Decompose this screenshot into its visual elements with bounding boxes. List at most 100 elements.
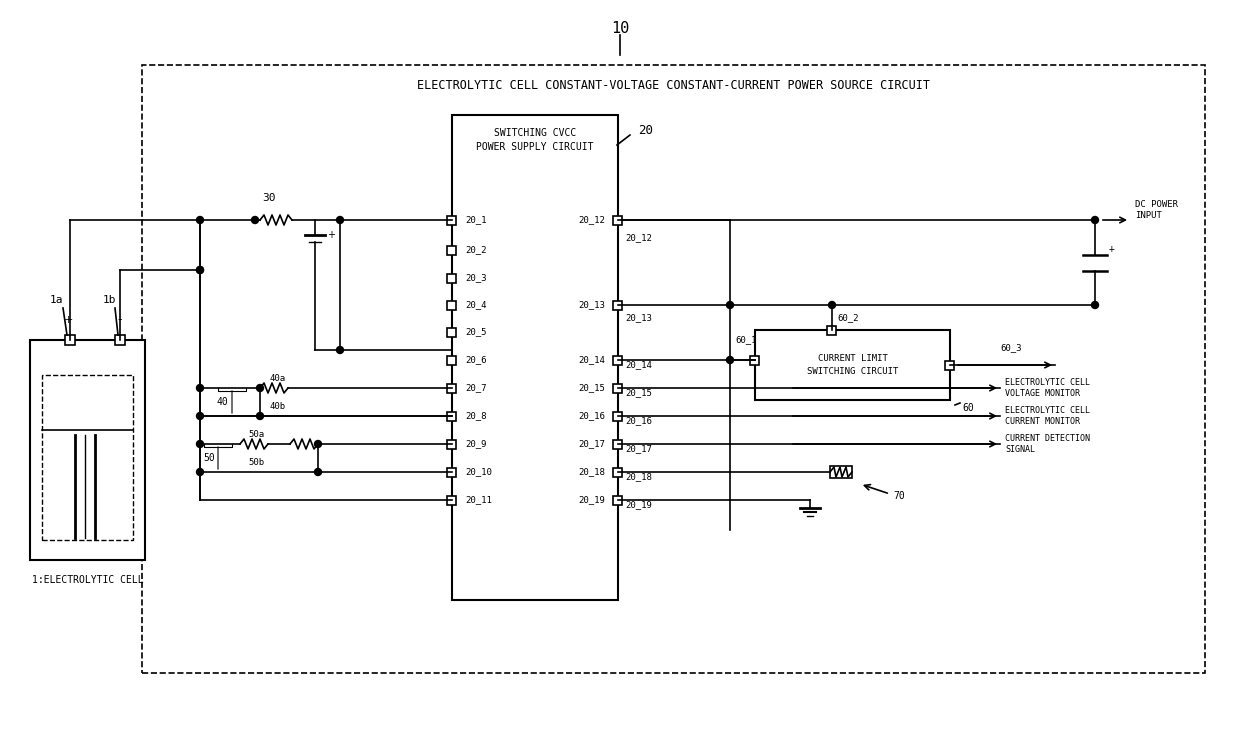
Text: DC POWER
INPUT: DC POWER INPUT (1135, 199, 1178, 221)
Circle shape (196, 266, 203, 274)
Text: 1b: 1b (103, 295, 117, 305)
Text: 20_11: 20_11 (465, 495, 492, 505)
Text: 1a: 1a (50, 295, 63, 305)
Text: 20_12: 20_12 (625, 233, 652, 243)
Text: ELECTROLYTIC CELL CONSTANT-VOLTAGE CONSTANT-CURRENT POWER SOURCE CIRCUIT: ELECTROLYTIC CELL CONSTANT-VOLTAGE CONST… (417, 78, 930, 92)
Circle shape (196, 469, 203, 475)
Circle shape (1091, 302, 1099, 308)
Circle shape (252, 216, 258, 224)
Circle shape (828, 302, 836, 308)
Circle shape (727, 356, 734, 364)
FancyBboxPatch shape (614, 412, 622, 421)
Circle shape (196, 413, 203, 419)
Text: +: + (63, 315, 73, 325)
Circle shape (1091, 216, 1099, 224)
FancyBboxPatch shape (614, 300, 622, 309)
Circle shape (196, 441, 203, 447)
Circle shape (336, 216, 343, 224)
FancyBboxPatch shape (448, 467, 456, 477)
Text: 20_6: 20_6 (465, 356, 486, 365)
Text: +: + (327, 230, 335, 240)
Text: 20_19: 20_19 (625, 500, 652, 509)
FancyBboxPatch shape (448, 246, 456, 255)
FancyBboxPatch shape (614, 356, 622, 365)
Text: 20_15: 20_15 (578, 384, 605, 393)
Circle shape (257, 413, 263, 419)
Text: 20_18: 20_18 (625, 472, 652, 481)
Text: 20_12: 20_12 (578, 215, 605, 224)
Circle shape (196, 216, 203, 224)
Circle shape (727, 302, 734, 308)
Circle shape (196, 384, 203, 391)
FancyBboxPatch shape (42, 375, 133, 540)
Text: SWITCHING CVCC
POWER SUPPLY CIRCUIT: SWITCHING CVCC POWER SUPPLY CIRCUIT (476, 128, 594, 152)
Text: CURRENT LIMIT
SWITCHING CIRCUIT: CURRENT LIMIT SWITCHING CIRCUIT (807, 354, 898, 376)
Text: 20_8: 20_8 (465, 412, 486, 421)
FancyBboxPatch shape (115, 335, 125, 345)
Text: ELECTROLYTIC CELL
VOLTAGE MONITOR: ELECTROLYTIC CELL VOLTAGE MONITOR (1004, 378, 1090, 399)
Text: 20_2: 20_2 (465, 246, 486, 255)
FancyBboxPatch shape (750, 356, 759, 365)
Text: 20_3: 20_3 (465, 274, 486, 283)
Text: 60_2: 60_2 (837, 314, 858, 323)
Text: 20_14: 20_14 (625, 360, 652, 370)
Text: 1:ELECTROLYTIC CELL: 1:ELECTROLYTIC CELL (32, 575, 144, 585)
Circle shape (196, 266, 203, 274)
Text: 20_10: 20_10 (465, 467, 492, 477)
Text: 20_16: 20_16 (578, 412, 605, 421)
Text: 20_19: 20_19 (578, 495, 605, 505)
Text: 60: 60 (962, 403, 973, 413)
FancyBboxPatch shape (755, 330, 950, 400)
Text: 10: 10 (611, 21, 629, 35)
Text: 20_17: 20_17 (578, 440, 605, 449)
FancyBboxPatch shape (448, 328, 456, 337)
Circle shape (315, 441, 321, 447)
Text: 20_4: 20_4 (465, 300, 486, 309)
FancyBboxPatch shape (448, 384, 456, 393)
FancyBboxPatch shape (448, 300, 456, 309)
Text: 20_9: 20_9 (465, 440, 486, 449)
FancyBboxPatch shape (614, 440, 622, 449)
Text: ELECTROLYTIC CELL
CURRENT MONITOR: ELECTROLYTIC CELL CURRENT MONITOR (1004, 406, 1090, 427)
Text: 50b: 50b (248, 458, 264, 467)
FancyBboxPatch shape (945, 360, 955, 370)
FancyBboxPatch shape (448, 356, 456, 365)
Text: -: - (118, 314, 123, 326)
Text: 60_1: 60_1 (735, 336, 756, 345)
Text: 70: 70 (893, 491, 905, 501)
Text: 20_7: 20_7 (465, 384, 486, 393)
FancyBboxPatch shape (143, 65, 1205, 673)
Circle shape (336, 347, 343, 354)
Text: 20_16: 20_16 (625, 416, 652, 426)
Text: 30: 30 (262, 193, 275, 203)
Text: 40: 40 (216, 397, 228, 407)
Text: 20_15: 20_15 (625, 388, 652, 398)
Text: 60_3: 60_3 (999, 343, 1022, 353)
Text: 20_13: 20_13 (578, 300, 605, 309)
FancyBboxPatch shape (448, 412, 456, 421)
Text: CURRENT DETECTION
SIGNAL: CURRENT DETECTION SIGNAL (1004, 434, 1090, 455)
Text: 20_14: 20_14 (578, 356, 605, 365)
Circle shape (257, 384, 263, 391)
Text: 20_13: 20_13 (625, 314, 652, 323)
FancyBboxPatch shape (614, 495, 622, 505)
Text: 20_5: 20_5 (465, 328, 486, 337)
Text: 50a: 50a (248, 430, 264, 439)
FancyBboxPatch shape (30, 340, 145, 560)
FancyBboxPatch shape (614, 215, 622, 224)
FancyBboxPatch shape (448, 215, 456, 224)
Circle shape (315, 469, 321, 475)
FancyBboxPatch shape (827, 325, 837, 334)
FancyBboxPatch shape (614, 467, 622, 477)
FancyBboxPatch shape (448, 440, 456, 449)
Text: 40b: 40b (270, 402, 286, 411)
Text: 20_18: 20_18 (578, 467, 605, 477)
FancyBboxPatch shape (64, 335, 74, 345)
FancyBboxPatch shape (453, 115, 618, 600)
Text: 40a: 40a (270, 374, 286, 383)
Text: 50: 50 (203, 453, 215, 463)
Text: 20_1: 20_1 (465, 215, 486, 224)
Text: 20_17: 20_17 (625, 444, 652, 453)
Text: 20: 20 (639, 123, 653, 137)
FancyBboxPatch shape (614, 384, 622, 393)
